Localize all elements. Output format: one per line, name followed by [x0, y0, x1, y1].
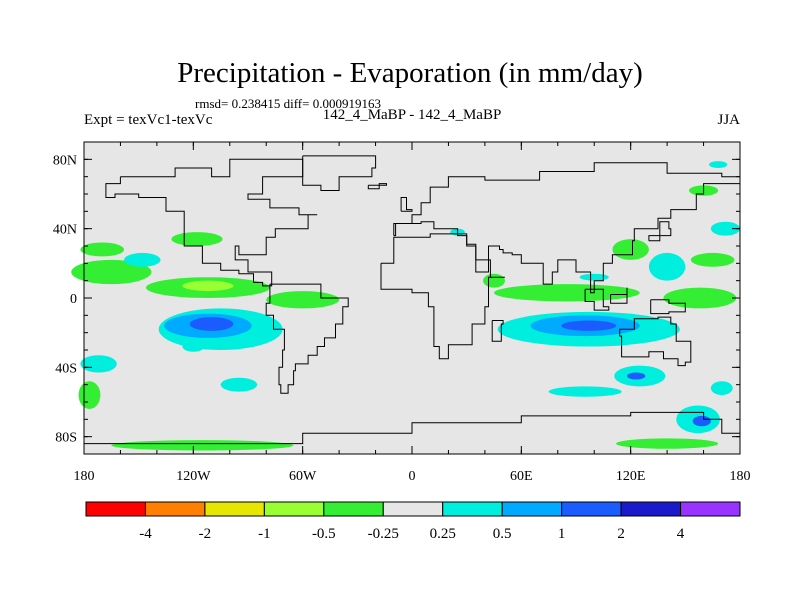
colorbar-level-label: -2: [199, 526, 212, 542]
y-tick-label: 40N: [53, 223, 77, 238]
expt-label: Expt = texVc1-texVc: [84, 112, 213, 128]
coastline: [650, 299, 686, 315]
x-tick-label: 120E: [616, 469, 646, 484]
chart-title: Precipitation - Evaporation (in mm/day): [177, 57, 643, 89]
colorbar-swatch: [323, 501, 384, 517]
contour-region: [690, 252, 735, 267]
colorbar-swatch: [680, 501, 741, 517]
colorbar-swatch: [85, 501, 146, 517]
coastline: [619, 316, 692, 367]
x-tick-label: 60W: [289, 469, 317, 484]
coastline: [393, 162, 741, 294]
colorbar-swatch: [263, 501, 325, 517]
colorbar-level-label: 2: [617, 526, 625, 542]
y-tick-label: 80S: [55, 431, 77, 446]
contour-region: [710, 381, 733, 396]
contour-region: [612, 239, 649, 260]
colorbar-swatch: [501, 501, 563, 517]
contour-region: [124, 252, 161, 267]
x-tick-label: 180: [730, 469, 751, 484]
map-area: [71, 141, 741, 455]
colorbar-level-label: -4: [139, 526, 152, 542]
colorbar-level-label: 0.5: [493, 526, 512, 542]
contour-region: [663, 287, 737, 309]
contour-region: [648, 252, 686, 281]
coastline: [491, 320, 504, 342]
coastline: [84, 411, 741, 445]
colorbar-swatch: [620, 501, 682, 517]
colorbar-level-label: -0.5: [312, 526, 336, 542]
contour-region: [220, 377, 258, 392]
coastline: [400, 197, 413, 212]
y-tick-label: 80N: [53, 153, 77, 168]
y-tick-label: 0: [70, 292, 77, 307]
axis-layer: 180 120W 60W 0 60E 120E 180 80N 40N 0 40S 80S: [53, 142, 751, 484]
colorbar-swatch: [144, 501, 206, 517]
contour-region: [616, 438, 719, 449]
case-label: 142_4_MaBP - 142_4_MaBP: [323, 107, 502, 123]
coastline: [367, 183, 387, 190]
coastline: [648, 221, 672, 242]
x-tick-label: 60E: [510, 469, 533, 484]
colorbar-swatch: [204, 501, 265, 517]
contour-region: [266, 291, 340, 309]
contour-region: [182, 341, 205, 352]
contour-region: [80, 242, 125, 257]
contour-region: [483, 273, 505, 288]
contour-region: [494, 284, 640, 302]
colorbar-swatch: [561, 501, 622, 517]
colorbar-level-label: 4: [677, 526, 685, 542]
coastline: [584, 288, 610, 311]
map-background: [84, 142, 740, 454]
contour-region: [627, 372, 646, 380]
contour-region: [709, 161, 728, 169]
x-tick-label: 180: [74, 469, 95, 484]
colorbar-legend: -4 -2 -1 -0.5 -0.25 0.25 0.5 1 2 4: [85, 501, 741, 542]
contour-region: [710, 221, 741, 236]
chart-subtitle: rmsd= 0.238415 diff= 0.000919163: [195, 96, 381, 111]
colorbar-swatch: [442, 501, 503, 517]
contour-region: [182, 280, 234, 292]
x-tick-label: 120W: [176, 469, 211, 484]
contour-region: [692, 415, 711, 427]
colorbar-level-label: 0.25: [430, 526, 456, 542]
contour-region: [78, 381, 101, 409]
season-label: JJA: [717, 112, 740, 128]
colorbar-swatch: [382, 501, 444, 517]
x-tick-label: 0: [409, 469, 416, 484]
contour-region: [71, 259, 152, 285]
coastline-layer: [84, 155, 741, 445]
contour-region: [548, 386, 622, 397]
contour-region: [579, 273, 609, 281]
contour-region: [561, 320, 617, 331]
colorbar-level-label: -1: [258, 526, 271, 542]
y-tick-label: 40S: [55, 361, 77, 376]
coastline: [265, 283, 349, 394]
coastline: [302, 155, 377, 191]
contour-region: [189, 317, 234, 331]
contour-region: [111, 440, 294, 451]
contour-region: [80, 355, 117, 373]
colorbar-level-label: -0.25: [368, 526, 399, 542]
contour-region: [171, 232, 223, 246]
colorbar-level-label: 1: [558, 526, 566, 542]
coastline: [610, 287, 628, 304]
